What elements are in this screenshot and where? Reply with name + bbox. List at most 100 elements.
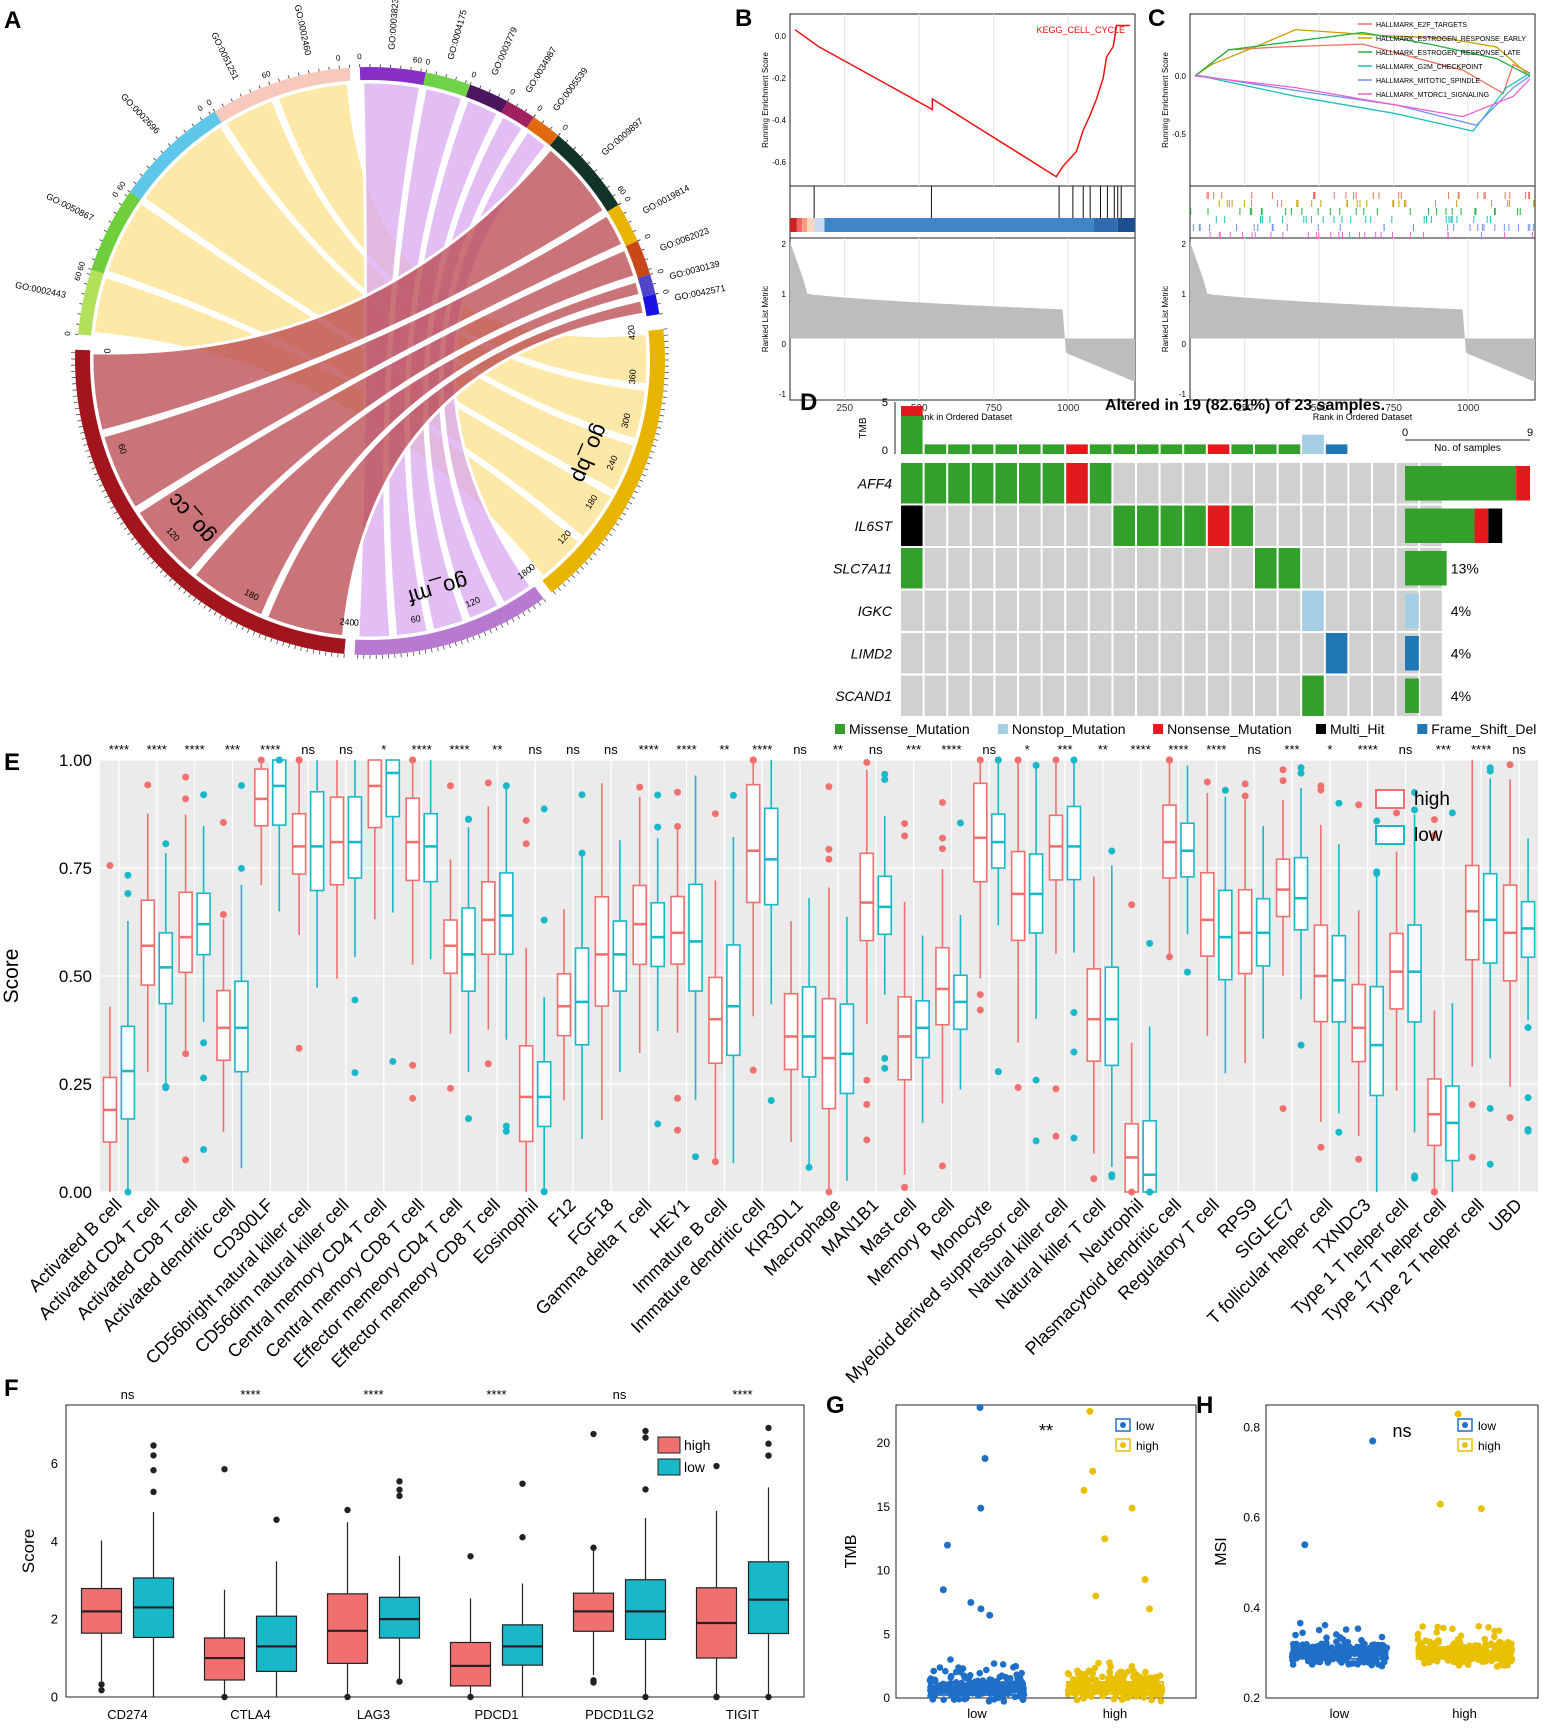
- term-tick: [657, 303, 661, 305]
- group-tick: [527, 608, 531, 613]
- group-tick: [636, 485, 641, 488]
- significance-label: ***: [906, 742, 921, 757]
- mutation-cell: [1066, 633, 1088, 674]
- term-sector: [78, 269, 104, 336]
- box-body: [140, 899, 156, 986]
- term-tick: [618, 202, 622, 206]
- box-body: [612, 920, 628, 992]
- box-outlier: [351, 1069, 359, 1077]
- tmb-bar: [995, 444, 1017, 454]
- data-point: [1481, 1635, 1489, 1643]
- tmb-bar: [1255, 444, 1277, 454]
- box-body: [745, 783, 761, 904]
- box-body: [972, 782, 988, 883]
- term-tick: [479, 85, 482, 89]
- x-tick-label: PDCD1: [474, 1707, 518, 1722]
- data-point: [952, 1668, 960, 1676]
- mutation-cell: [1349, 548, 1371, 589]
- group-tick: [466, 638, 469, 643]
- term-sector: [607, 204, 638, 247]
- chord-link: [222, 97, 649, 442]
- term-tick: [133, 181, 137, 184]
- y-axis-title: Running Enrichment Score: [1161, 52, 1170, 148]
- data-point: [1333, 1631, 1340, 1638]
- tmb-bar: [971, 444, 994, 454]
- data-point: [1490, 1633, 1498, 1641]
- term-tick: [573, 146, 576, 150]
- box-body: [1331, 934, 1347, 1023]
- data-point: [1348, 1660, 1355, 1667]
- group-tick: [91, 467, 96, 470]
- box-body: [253, 768, 269, 827]
- box-outlier: [150, 1452, 157, 1459]
- mutation-cell: [1137, 590, 1159, 631]
- samples-bar: [1405, 551, 1447, 586]
- mutation-cell: [1302, 505, 1324, 546]
- term-tick-label: 60: [615, 184, 628, 197]
- box-outlier: [1411, 788, 1419, 796]
- legend-label: Missense_Mutation: [849, 721, 970, 737]
- group-tick: [500, 624, 504, 628]
- box-outlier: [1166, 953, 1173, 961]
- box-outlier: [590, 1544, 597, 1551]
- significance-label: ****: [109, 742, 129, 757]
- group-tick: [448, 644, 451, 649]
- data-point: [1292, 1631, 1299, 1639]
- term-tick-label: 60: [412, 55, 423, 65]
- group-tick: [654, 438, 659, 441]
- term-label: GO:0030139: [668, 258, 720, 281]
- term-tick: [435, 71, 437, 75]
- mutation-cell: [1325, 633, 1348, 674]
- group-tick: [522, 612, 526, 616]
- gene-label: SLC7A11: [833, 560, 892, 576]
- group-tick: [662, 396, 667, 398]
- y-tick-label: 2: [782, 240, 787, 249]
- box-outlier: [765, 1440, 772, 1447]
- term-tick-label: 0: [560, 123, 570, 133]
- mutation-cell: [1160, 633, 1183, 674]
- y-tick-label: 1: [1182, 290, 1187, 299]
- group-tick: [552, 590, 556, 595]
- box-outlier: [1317, 1143, 1325, 1151]
- y-tick-label: 0.4: [1243, 1601, 1260, 1615]
- data-point: [1449, 1625, 1456, 1633]
- significance-label: ***: [225, 742, 240, 757]
- rank-color-bar: [807, 218, 815, 232]
- data-point: [930, 1667, 938, 1675]
- samples-bar: [1516, 466, 1530, 501]
- group-tick: [213, 611, 217, 616]
- group-tick: [81, 438, 86, 440]
- group-tick: [648, 456, 653, 459]
- data-point: [1417, 1652, 1425, 1659]
- box-outlier: [1108, 847, 1116, 855]
- group-tick: [543, 598, 547, 603]
- box-outlier: [642, 1486, 649, 1493]
- term-tick: [124, 194, 128, 197]
- rank-color-bar: [814, 218, 825, 232]
- group-sector: [74, 349, 346, 654]
- box-outlier: [1184, 968, 1191, 976]
- data-point: [1358, 1636, 1365, 1644]
- data-point: [1126, 1681, 1134, 1689]
- box-outlier: [1448, 809, 1456, 817]
- term-tick: [606, 185, 610, 189]
- y-tick-label: 0: [782, 340, 787, 349]
- box-outlier: [1506, 761, 1514, 769]
- group-tick: [146, 556, 151, 560]
- group-tick: [282, 642, 285, 647]
- box-outlier: [273, 1516, 280, 1523]
- box-body: [326, 1593, 369, 1664]
- data-point: [1077, 1673, 1085, 1680]
- y-tick-label: 20: [877, 1436, 891, 1450]
- box-outlier: [1128, 1188, 1136, 1196]
- mutation-cell: [1207, 675, 1230, 716]
- group-sector: [354, 586, 544, 655]
- term-tick-label: 0: [205, 97, 214, 107]
- box-body: [291, 812, 307, 875]
- box-body: [1427, 1078, 1442, 1147]
- box-outlier: [396, 1478, 403, 1485]
- box-outlier: [1430, 832, 1438, 840]
- group-tick: [600, 542, 605, 546]
- box-outlier: [200, 1039, 208, 1047]
- box-body: [501, 1624, 544, 1666]
